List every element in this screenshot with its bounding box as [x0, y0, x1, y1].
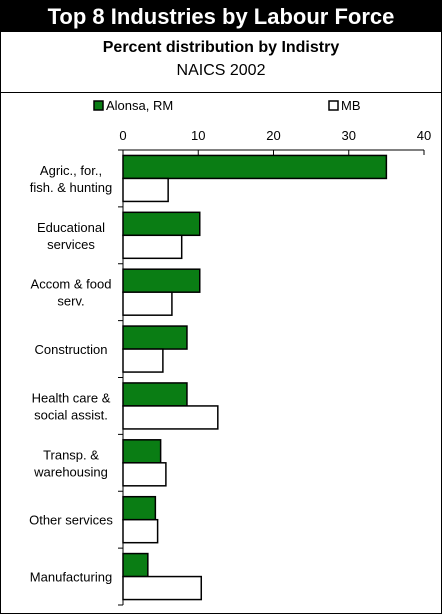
legend-swatch: [93, 100, 104, 111]
bar-mb: [122, 177, 169, 203]
bar-mb: [122, 405, 219, 430]
bar-mb: [122, 518, 159, 544]
x-tick-label: 0: [119, 128, 126, 143]
category-label: warehousing: [33, 464, 108, 479]
legend-label: MB: [341, 98, 361, 113]
bar-alonsa: [122, 154, 388, 180]
bar-alonsa: [122, 439, 162, 464]
category-label: fish. & hunting: [30, 180, 112, 195]
legend-swatch: [328, 100, 339, 111]
chart-title: Top 8 Industries by Labour Force: [1, 1, 441, 32]
category-label: Manufacturing: [30, 570, 112, 585]
category-label: Other services: [29, 513, 113, 528]
x-tick-label: 10: [191, 128, 205, 143]
bar-mb: [122, 575, 203, 601]
bar-mb: [122, 348, 164, 373]
bar-alonsa: [122, 211, 201, 237]
x-tick-label: 20: [266, 128, 280, 143]
category-label: social assist.: [34, 407, 108, 422]
legend-label: Alonsa, RM: [106, 98, 173, 113]
bar-mb: [122, 234, 183, 260]
bar-alonsa: [122, 552, 149, 578]
x-tick-label: 40: [417, 128, 431, 143]
x-tick-label: 30: [342, 128, 356, 143]
bar-mb: [122, 462, 167, 487]
header-divider: [1, 92, 441, 93]
category-label: Construction: [35, 342, 108, 357]
bar-alonsa: [122, 268, 201, 293]
chart-subtitle-2: NAICS 2002: [176, 62, 266, 79]
bar-mb: [122, 291, 173, 316]
category-label: Agric., for.,: [40, 163, 102, 178]
category-label: Health care &: [32, 390, 111, 405]
category-label: Educational: [37, 220, 105, 235]
category-label: services: [47, 237, 95, 252]
category-label: Transp. &: [43, 447, 99, 462]
category-label: Accom & food: [31, 277, 112, 292]
bar-alonsa: [122, 382, 188, 407]
chart-subtitle: Percent distribution by Indistry: [102, 39, 340, 56]
bar-alonsa: [122, 325, 188, 350]
category-label: serv.: [57, 294, 84, 309]
bar-alonsa: [122, 495, 157, 521]
